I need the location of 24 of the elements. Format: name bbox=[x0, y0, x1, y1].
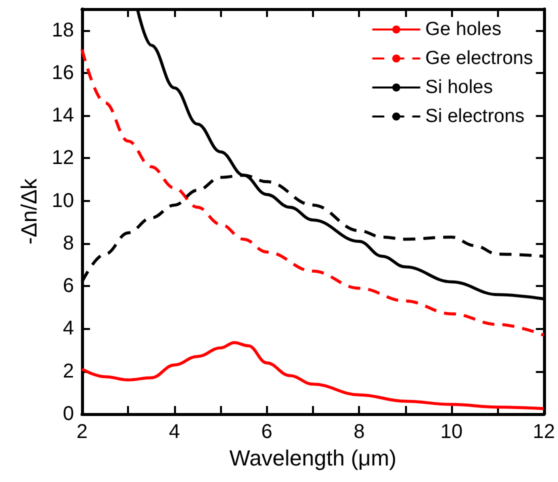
y-tick-label: 0 bbox=[62, 403, 74, 425]
line-series bbox=[80, 341, 546, 410]
legend-label: Si holes bbox=[425, 77, 493, 98]
legend-label: Ge electrons bbox=[425, 48, 534, 69]
x-tick-label: 12 bbox=[532, 421, 555, 443]
x-tick-label: 4 bbox=[168, 421, 180, 443]
x-tick-label: 8 bbox=[354, 421, 365, 443]
y-tick-label: 16 bbox=[52, 62, 74, 84]
legend-label: Si electrons bbox=[425, 106, 525, 127]
y-tick-label: 4 bbox=[62, 318, 74, 340]
legend-label: Ge holes bbox=[425, 19, 502, 40]
x-tick-label: 6 bbox=[261, 421, 272, 443]
x-tick-label: 2 bbox=[76, 421, 88, 443]
y-tick-label: 10 bbox=[52, 190, 74, 212]
y-tick-label: 18 bbox=[52, 19, 74, 42]
y-tick-label: 8 bbox=[62, 232, 74, 254]
y-axis-title: -Δn/Δk bbox=[16, 177, 42, 245]
x-tick-label: 10 bbox=[440, 421, 463, 443]
y-tick-label: 14 bbox=[52, 104, 74, 127]
y-tick-label: 12 bbox=[52, 147, 74, 170]
y-tick-label: 6 bbox=[62, 275, 74, 298]
x-axis-title: Wavelength (μm) bbox=[229, 445, 397, 470]
line-series bbox=[80, 48, 546, 337]
y-tick-label: 2 bbox=[62, 360, 74, 382]
